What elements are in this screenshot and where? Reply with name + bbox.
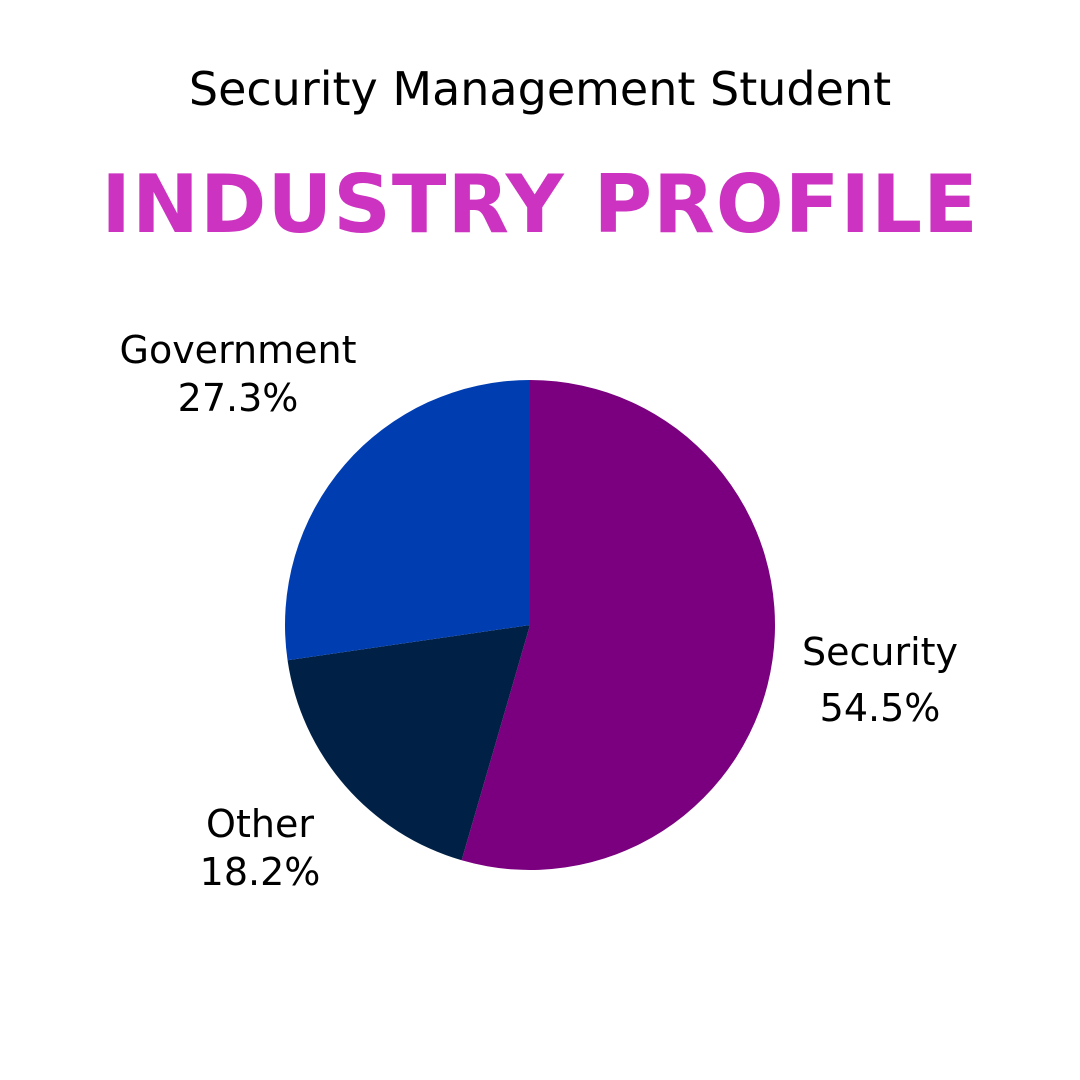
chart-title: INDUSTRY PROFILE xyxy=(101,158,979,251)
label-value: 54.5% xyxy=(819,686,941,730)
pie-slice-other xyxy=(287,625,530,861)
pie-slice-government xyxy=(285,380,530,661)
label-security: Security 54.5% xyxy=(760,624,1000,736)
chart-subtitle: Security Management Student xyxy=(188,62,892,116)
pie-slice-security xyxy=(461,380,776,870)
label-value: 18.2% xyxy=(199,850,321,894)
label-other: Other 18.2% xyxy=(160,800,360,896)
label-name: Security xyxy=(801,630,959,674)
label-name: Government xyxy=(119,328,357,372)
label-name: Other xyxy=(206,802,314,846)
label-value: 27.3% xyxy=(177,376,299,420)
label-government: Government 27.3% xyxy=(98,326,378,422)
